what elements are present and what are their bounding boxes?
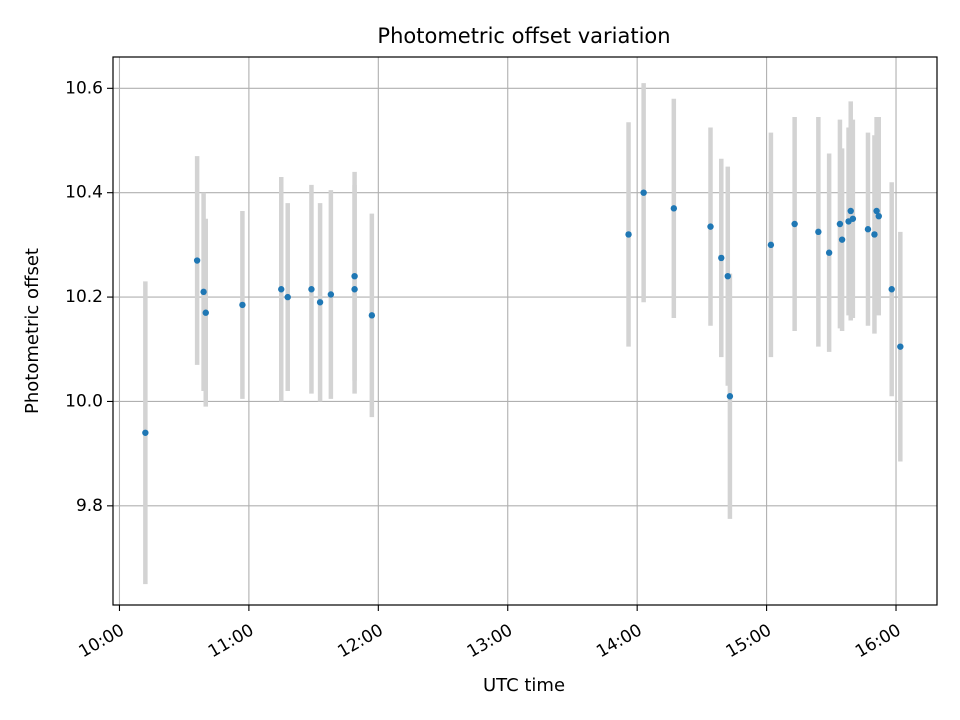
data-point xyxy=(767,241,775,249)
x-axis-label: UTC time xyxy=(483,675,565,696)
data-point xyxy=(825,249,833,256)
data-point xyxy=(284,293,291,301)
data-point xyxy=(200,288,207,296)
data-point xyxy=(888,286,895,293)
data-point xyxy=(873,207,880,215)
data-point xyxy=(849,215,857,222)
y-axis-ticks: 9.8 10.0 10.2 10.4 10.6 xyxy=(65,78,113,516)
y-tick-label: 10.6 xyxy=(65,78,103,98)
chart-title: Photometric offset variation xyxy=(377,24,670,48)
data-point xyxy=(239,301,246,309)
data-point xyxy=(724,273,731,280)
data-point xyxy=(351,286,358,293)
data-point xyxy=(847,207,854,215)
data-point xyxy=(726,393,734,400)
data-point xyxy=(836,220,844,228)
data-point xyxy=(838,236,846,243)
data-point xyxy=(202,309,209,316)
data-point xyxy=(640,189,647,196)
data-point xyxy=(718,254,725,262)
data-point xyxy=(875,212,882,220)
y-tick-label: 9.8 xyxy=(76,496,103,516)
data-point xyxy=(193,257,201,264)
data-point xyxy=(871,231,878,238)
data-point xyxy=(327,291,335,298)
data-point xyxy=(864,226,872,233)
plot-area-frame xyxy=(112,56,938,606)
data-point xyxy=(308,286,315,293)
y-axis-label: Photometric offset xyxy=(22,248,43,414)
data-point xyxy=(368,312,376,319)
data-point xyxy=(625,231,632,238)
y-tick-label: 10.0 xyxy=(65,391,103,411)
y-tick-label: 10.4 xyxy=(65,183,103,203)
data-point xyxy=(815,228,822,236)
data-point xyxy=(351,273,358,280)
data-point xyxy=(278,286,285,293)
data-point xyxy=(142,429,149,436)
data-point xyxy=(897,343,904,350)
data-point xyxy=(707,223,714,230)
data-point xyxy=(316,299,324,306)
data-point xyxy=(791,220,798,228)
y-tick-label: 10.2 xyxy=(65,287,103,307)
data-points xyxy=(142,189,904,436)
grid-lines xyxy=(113,57,937,605)
data-point xyxy=(670,205,678,212)
